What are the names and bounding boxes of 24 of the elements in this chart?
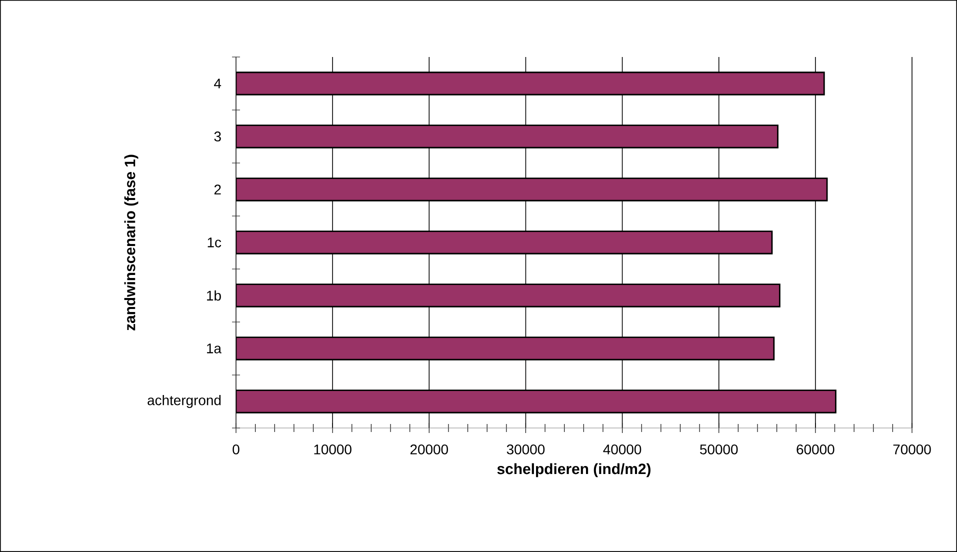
y-tick-label: 1c <box>208 238 222 248</box>
bar <box>236 284 780 308</box>
bar <box>236 390 836 414</box>
y-tick-label: 1b <box>207 290 221 301</box>
x-tick-label: 30000 <box>506 444 545 454</box>
bar <box>236 230 773 254</box>
y-tick-label: 1a <box>207 344 222 354</box>
x-tick-label: 0 <box>232 444 240 454</box>
x-tick-label: 20000 <box>410 444 448 454</box>
x-axis-title: schelpdieren (ind/m2) <box>497 463 650 478</box>
y-tick-label: 4 <box>214 78 222 88</box>
y-axis-title: zandwinscenario (fase 1) <box>124 154 138 330</box>
x-tick-label: 60000 <box>796 444 834 454</box>
x-tick-label: 10000 <box>314 444 352 454</box>
x-tick-label: 50000 <box>700 444 738 454</box>
y-tick-label: 2 <box>214 184 221 194</box>
y-tick-label: achtergrond <box>148 394 221 408</box>
x-tick-label: 40000 <box>603 444 642 454</box>
bar <box>236 178 828 202</box>
bar <box>236 336 775 360</box>
y-tick-label: 3 <box>214 132 221 142</box>
bar <box>236 72 825 96</box>
x-tick-label: 70000 <box>893 444 931 454</box>
bar <box>236 124 778 148</box>
